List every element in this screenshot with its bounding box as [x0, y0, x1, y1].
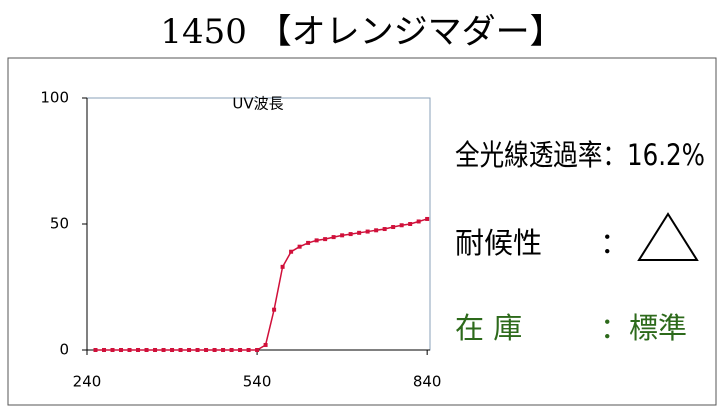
weather-label: 耐候性: [455, 226, 542, 260]
point: [357, 230, 362, 235]
point: [306, 240, 311, 245]
point: [374, 228, 379, 233]
series-line: [95, 218, 428, 351]
point: [416, 219, 421, 224]
point: [204, 348, 209, 352]
point: [246, 348, 251, 352]
point: [297, 244, 302, 249]
chart-title: UV波長: [232, 95, 283, 113]
point: [102, 348, 107, 352]
x-tick-label: 240: [73, 373, 102, 391]
weather-triangle: [637, 212, 699, 261]
point: [365, 229, 370, 234]
point: [136, 348, 141, 352]
point: [212, 348, 217, 352]
point: [93, 348, 98, 352]
point: [119, 348, 124, 352]
point: [110, 348, 115, 352]
point: [289, 249, 294, 254]
point: [178, 348, 183, 352]
point: [221, 348, 226, 352]
point: [255, 348, 260, 352]
y-tick-label: 0: [59, 341, 69, 359]
point: [323, 237, 328, 242]
point: [161, 348, 166, 352]
page-title: 1450 【オレンジマダー】: [160, 12, 563, 52]
point: [229, 348, 234, 352]
point: [144, 348, 149, 352]
plot-area: [86, 97, 431, 351]
point: [382, 227, 387, 232]
point: [280, 264, 285, 269]
point: [170, 348, 175, 352]
point: [238, 348, 243, 352]
point: [399, 223, 404, 228]
stock-label: 在 庫: [455, 311, 522, 345]
transmittance: 全光線透過率：16.2%: [455, 138, 705, 172]
x-tick-label: 540: [243, 373, 272, 391]
y-tick-label: 100: [40, 89, 69, 107]
card-border: [7, 57, 717, 406]
point: [263, 342, 268, 347]
point: [391, 225, 396, 230]
point: [187, 348, 192, 352]
stock-value: ：標準: [600, 311, 687, 345]
weather-colon: ：: [600, 226, 629, 260]
point: [127, 348, 132, 352]
point: [425, 216, 430, 221]
point: [348, 232, 353, 237]
y-tick-label: 50: [50, 215, 69, 233]
point: [331, 235, 336, 240]
point: [340, 233, 345, 238]
point: [408, 222, 413, 226]
point: [195, 348, 200, 352]
point: [272, 307, 277, 312]
point: [314, 238, 319, 243]
point: [153, 348, 158, 352]
x-tick-label: 840: [413, 373, 442, 391]
